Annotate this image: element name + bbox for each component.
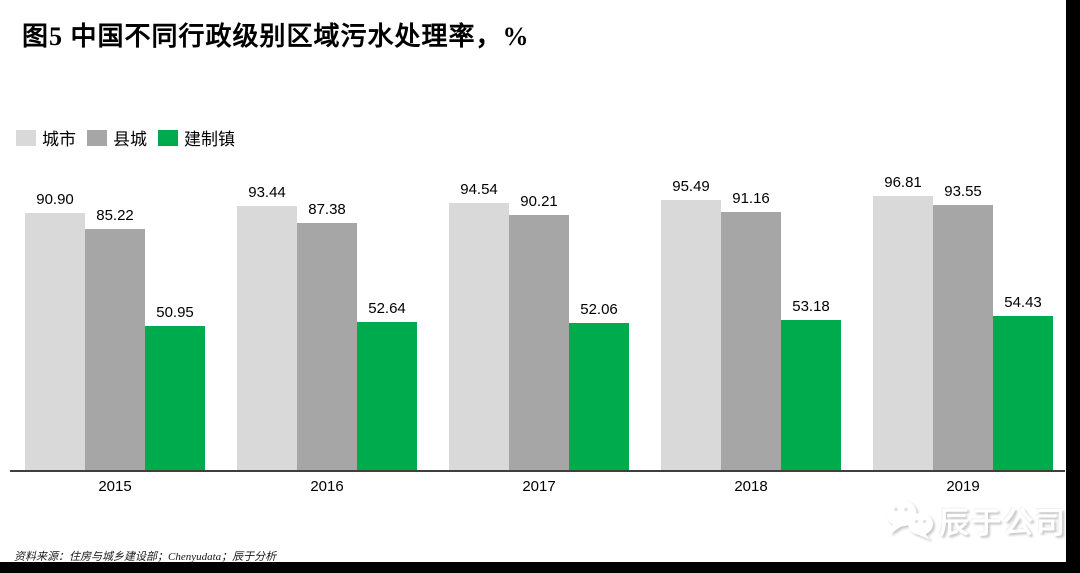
bar-group-2016: 93.44 87.38 52.64 xyxy=(237,184,417,471)
legend-swatch xyxy=(158,129,178,146)
bar-城市-2017: 94.54 xyxy=(449,181,509,471)
bar-value-label: 85.22 xyxy=(96,206,134,224)
bar-group-2019: 96.81 93.55 54.43 xyxy=(873,174,1053,471)
bottom-black-border xyxy=(0,562,1080,573)
legend: 城市 县城 建制镇 xyxy=(16,125,235,150)
legend-swatch xyxy=(87,129,107,146)
source-note: 资料来源：住房与城乡建设部；Chenyudata；辰于分析 xyxy=(14,551,277,563)
bar-县城-2016: 87.38 xyxy=(297,201,357,471)
legend-label: 城市 xyxy=(42,130,76,149)
bar-value-label: 90.90 xyxy=(36,190,74,208)
bar-value-label: 91.16 xyxy=(732,190,770,208)
bar-value-label: 93.44 xyxy=(248,183,286,201)
bar-value-label: 94.54 xyxy=(460,180,498,198)
legend-label: 县城 xyxy=(113,130,147,149)
bar-group-2015: 90.90 85.22 50.95 xyxy=(25,187,205,471)
right-black-border xyxy=(1066,0,1080,573)
x-axis-line xyxy=(10,470,1065,472)
bar-建制镇-2017: 52.06 xyxy=(569,301,629,471)
figure-title: 图5 中国不同行政级别区域污水处理率，% xyxy=(22,22,530,51)
bar-建制镇-2018: 53.18 xyxy=(781,298,841,471)
legend-item-城市: 城市 xyxy=(16,125,76,150)
legend-label: 建制镇 xyxy=(184,130,235,149)
bar-城市-2015: 90.90 xyxy=(25,191,85,471)
bar-县城-2015: 85.22 xyxy=(85,207,145,471)
legend-item-县城: 县城 xyxy=(87,125,147,150)
bar-value-label: 52.06 xyxy=(580,301,618,319)
bar-value-label: 54.43 xyxy=(1004,294,1042,312)
bar-城市-2018: 95.49 xyxy=(661,178,721,471)
company-name: 辰于公司 xyxy=(939,507,1067,540)
bar-value-label: 90.21 xyxy=(520,192,558,210)
bar-value-label: 50.95 xyxy=(156,304,194,322)
x-tick-label-2018: 2018 xyxy=(734,478,768,495)
bar-group-2017: 94.54 90.21 52.06 xyxy=(449,181,629,471)
bar-value-label: 52.64 xyxy=(368,299,406,317)
plot-area: 90.90 85.22 50.95 93.44 87.38 52.64 94.54 90.21… xyxy=(25,174,1053,471)
bar-城市-2016: 93.44 xyxy=(237,184,297,471)
x-tick-label-2015: 2015 xyxy=(98,478,132,495)
x-tick-label-2017: 2017 xyxy=(522,478,556,495)
bar-value-label: 95.49 xyxy=(672,177,710,195)
wechat-bubbles-icon xyxy=(885,499,933,540)
bar-县城-2019: 93.55 xyxy=(933,183,993,471)
bar-县城-2018: 91.16 xyxy=(721,190,781,471)
company-watermark: 辰于公司 xyxy=(884,498,1067,542)
bar-group-2018: 95.49 91.16 53.18 xyxy=(661,178,841,471)
bar-县城-2017: 90.21 xyxy=(509,193,569,471)
bar-建制镇-2016: 52.64 xyxy=(357,300,417,471)
bar-value-label: 93.55 xyxy=(944,183,982,201)
bar-建制镇-2015: 50.95 xyxy=(145,304,205,471)
bar-value-label: 53.18 xyxy=(792,297,830,315)
bar-城市-2019: 96.81 xyxy=(873,174,933,471)
legend-swatch xyxy=(16,129,36,146)
bar-value-label: 96.81 xyxy=(884,174,922,192)
bar-建制镇-2019: 54.43 xyxy=(993,294,1053,471)
x-tick-label-2019: 2019 xyxy=(946,478,980,495)
bar-value-label: 87.38 xyxy=(308,200,346,218)
x-tick-label-2016: 2016 xyxy=(310,478,344,495)
legend-item-建制镇: 建制镇 xyxy=(158,125,235,150)
x-axis-labels: 2015 2016 2017 2018 2019 xyxy=(25,478,1053,495)
